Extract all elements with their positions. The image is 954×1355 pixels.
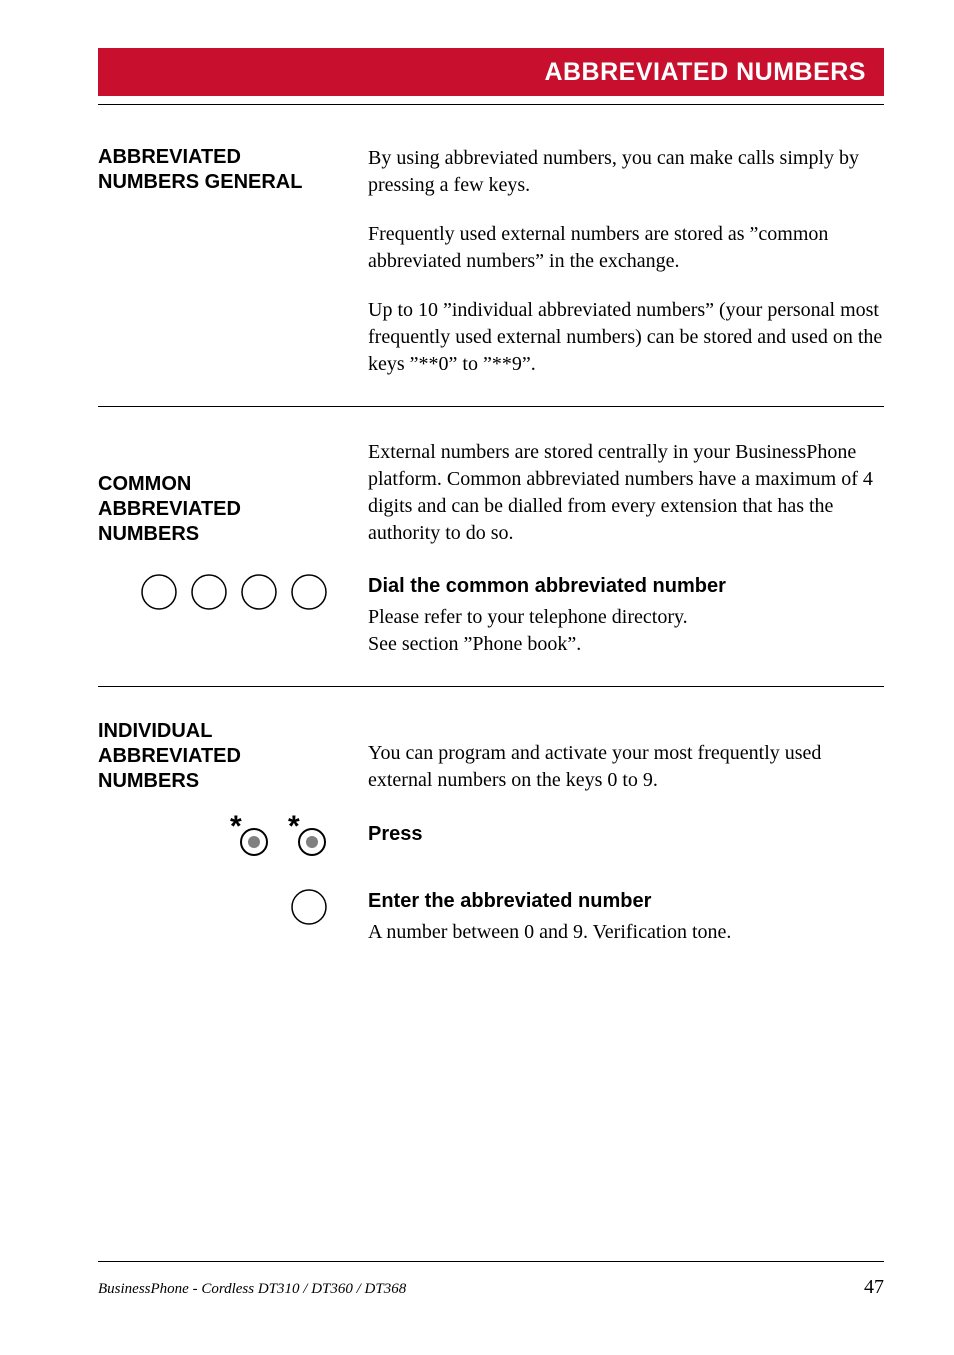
subheading-enter-number: Enter the abbreviated number bbox=[368, 888, 884, 915]
page-number: 47 bbox=[864, 1276, 884, 1299]
circle-icon bbox=[290, 573, 328, 611]
heading-line: ABBREVIATED bbox=[98, 745, 241, 767]
chapter-title: ABBREVIATED NUMBERS bbox=[544, 58, 866, 87]
heading-line: NUMBERS GENERAL bbox=[98, 171, 302, 193]
paragraph: By using abbreviated numbers, you can ma… bbox=[368, 145, 884, 199]
svg-text:*: * bbox=[230, 814, 242, 843]
chapter-banner: ABBREVIATED NUMBERS bbox=[98, 48, 884, 96]
paragraph: Up to 10 ”individual abbreviated numbers… bbox=[368, 297, 884, 378]
section-general: ABBREVIATED NUMBERS GENERAL By using abb… bbox=[98, 145, 884, 378]
svg-text:*: * bbox=[288, 814, 300, 843]
paragraph: See section ”Phone book”. bbox=[368, 631, 884, 658]
heading-line: ABBREVIATED bbox=[98, 146, 241, 168]
circle-icon bbox=[240, 573, 278, 611]
page-footer: BusinessPhone - Cordless DT310 / DT360 /… bbox=[98, 1261, 884, 1299]
subheading-press: Press bbox=[368, 823, 884, 846]
heading-common: COMMON ABBREVIATED NUMBERS bbox=[98, 472, 348, 547]
footer-rule bbox=[98, 1261, 884, 1262]
paragraph: A number between 0 and 9. Verification t… bbox=[368, 919, 884, 946]
section-common: COMMON ABBREVIATED NUMBERS External numb… bbox=[98, 439, 884, 547]
heading-line: NUMBERS bbox=[98, 523, 199, 545]
top-rule bbox=[98, 104, 884, 105]
circle-icon bbox=[140, 573, 178, 611]
body-individual: You can program and activate your most f… bbox=[368, 740, 884, 794]
star-key-icon: * bbox=[288, 814, 328, 858]
heading-line: NUMBERS bbox=[98, 770, 199, 792]
four-circles-icon bbox=[98, 573, 348, 611]
single-circle-icon bbox=[98, 888, 348, 926]
section-individual: INDIVIDUAL ABBREVIATED NUMBERS You can p… bbox=[98, 719, 884, 794]
circle-icon bbox=[290, 888, 328, 926]
paragraph: Please refer to your telephone directory… bbox=[368, 604, 884, 631]
row-enter-number: Enter the abbreviated number A number be… bbox=[98, 888, 884, 946]
heading-line: ABBREVIATED bbox=[98, 498, 241, 520]
heading-individual: INDIVIDUAL ABBREVIATED NUMBERS bbox=[98, 719, 348, 794]
body-general: By using abbreviated numbers, you can ma… bbox=[368, 145, 884, 378]
star-keys-icon: * * bbox=[98, 814, 348, 858]
paragraph: You can program and activate your most f… bbox=[368, 740, 884, 794]
heading-line: COMMON bbox=[98, 473, 191, 495]
section-divider bbox=[98, 686, 884, 687]
row-dial-common: Dial the common abbreviated number Pleas… bbox=[98, 573, 884, 658]
section-divider bbox=[98, 406, 884, 407]
footer-product-name: BusinessPhone - Cordless DT310 / DT360 /… bbox=[98, 1281, 406, 1298]
paragraph: External numbers are stored centrally in… bbox=[368, 439, 884, 547]
heading-general: ABBREVIATED NUMBERS GENERAL bbox=[98, 145, 348, 195]
paragraph: Frequently used external numbers are sto… bbox=[368, 221, 884, 275]
star-key-icon: * bbox=[230, 814, 270, 858]
heading-line: INDIVIDUAL bbox=[98, 720, 212, 742]
row-press: * * Press bbox=[98, 814, 884, 858]
body-common: External numbers are stored centrally in… bbox=[368, 439, 884, 547]
circle-icon bbox=[190, 573, 228, 611]
subheading-dial-common: Dial the common abbreviated number bbox=[368, 573, 884, 600]
